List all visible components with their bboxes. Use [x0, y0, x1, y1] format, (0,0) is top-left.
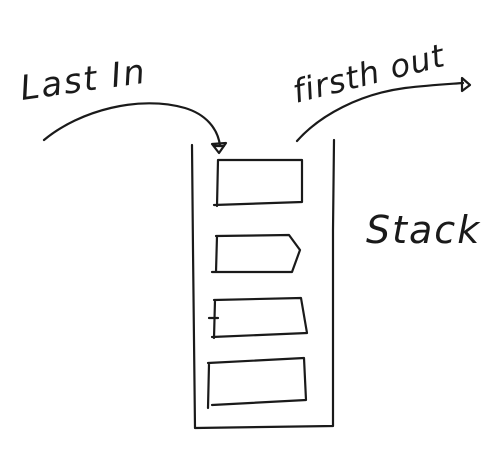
- stack-item-3: [207, 296, 309, 340]
- stack-item: [212, 158, 304, 208]
- label-last-in: Last In: [18, 52, 150, 109]
- stack-item-1: [212, 158, 304, 208]
- stack-item-4: [206, 356, 308, 410]
- label-stack: Stack: [366, 208, 481, 252]
- stack-item-2: [210, 233, 302, 274]
- stack-item: [210, 233, 302, 274]
- push-arrow-curve: [42, 102, 222, 148]
- push-arrow-head: [210, 141, 228, 155]
- stack-item: [206, 356, 308, 410]
- pop-arrow-head: [460, 76, 472, 93]
- label-first-out: firsth out: [289, 36, 449, 111]
- stack-container: [190, 138, 336, 430]
- pop-arrow-curve: [295, 81, 465, 143]
- stack-item: [207, 296, 309, 340]
